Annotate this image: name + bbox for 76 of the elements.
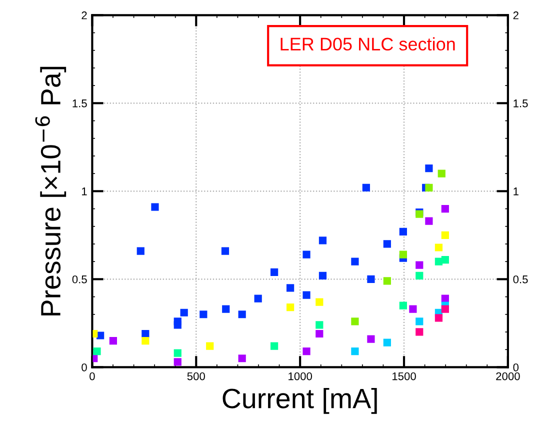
point bbox=[351, 258, 359, 266]
point bbox=[270, 268, 278, 276]
point bbox=[367, 275, 375, 283]
point bbox=[409, 305, 417, 313]
annotation: LER D05 NLC section bbox=[280, 37, 455, 51]
point bbox=[399, 250, 407, 258]
x-tick-label: 1000 bbox=[288, 372, 312, 380]
point bbox=[383, 338, 391, 346]
point bbox=[302, 348, 310, 356]
point bbox=[270, 342, 278, 350]
point bbox=[441, 256, 449, 264]
point bbox=[318, 272, 327, 280]
point bbox=[434, 314, 443, 322]
y-tick-label: 0.5 bbox=[72, 275, 87, 284]
y-tick-label: 1 bbox=[82, 188, 87, 196]
point bbox=[425, 217, 433, 225]
point bbox=[254, 294, 262, 302]
point bbox=[367, 335, 375, 343]
y2-tick-label: 1.5 bbox=[514, 100, 528, 108]
point bbox=[399, 228, 407, 236]
point bbox=[142, 336, 150, 345]
point bbox=[151, 203, 159, 211]
point bbox=[318, 236, 327, 244]
y2-tick-label: 2 bbox=[513, 11, 518, 20]
point bbox=[441, 305, 449, 313]
point bbox=[416, 272, 424, 280]
point bbox=[399, 302, 407, 310]
point bbox=[362, 184, 370, 192]
point bbox=[425, 164, 433, 172]
point bbox=[174, 321, 182, 329]
point bbox=[136, 247, 144, 255]
point bbox=[174, 349, 182, 357]
point bbox=[316, 298, 324, 306]
point bbox=[425, 184, 433, 192]
y-tick-label: 0 bbox=[82, 363, 87, 372]
point bbox=[221, 247, 230, 255]
point bbox=[316, 330, 324, 338]
point bbox=[351, 348, 359, 356]
point bbox=[434, 244, 443, 252]
y-axis-title: Pressure [×10$^{−6}$ Pa] bbox=[35, 66, 66, 316]
point bbox=[109, 336, 118, 345]
point bbox=[238, 354, 246, 362]
point bbox=[383, 240, 391, 248]
point bbox=[416, 328, 424, 336]
point bbox=[302, 291, 310, 299]
point bbox=[174, 358, 182, 366]
point bbox=[206, 342, 214, 350]
point bbox=[93, 348, 101, 356]
point bbox=[316, 321, 324, 329]
y2-tick-label: 1 bbox=[514, 188, 518, 196]
x-axis-title: Current [mA] bbox=[222, 388, 377, 414]
point bbox=[441, 231, 449, 239]
point bbox=[180, 308, 188, 316]
point bbox=[286, 304, 294, 312]
point bbox=[416, 261, 424, 269]
point bbox=[441, 294, 449, 302]
point bbox=[238, 310, 246, 318]
x-tick-label: 0 bbox=[90, 372, 95, 380]
point bbox=[416, 318, 424, 326]
point bbox=[96, 332, 104, 340]
y2-tick-label: 0 bbox=[513, 363, 519, 372]
x-tick-label: 500 bbox=[187, 372, 205, 380]
y-tick-label: 1.5 bbox=[72, 100, 87, 108]
y-tick-label: 2 bbox=[82, 11, 87, 20]
point bbox=[438, 170, 446, 178]
x-tick-label: 2000 bbox=[496, 372, 520, 380]
point bbox=[302, 250, 310, 258]
point bbox=[383, 277, 391, 285]
point bbox=[200, 310, 208, 318]
x-tick-label: 1500 bbox=[392, 372, 416, 380]
point bbox=[222, 305, 230, 313]
point bbox=[286, 284, 294, 292]
y2-tick-label: 0.5 bbox=[513, 275, 528, 284]
point bbox=[351, 318, 359, 326]
point bbox=[441, 204, 449, 213]
point bbox=[142, 330, 150, 338]
